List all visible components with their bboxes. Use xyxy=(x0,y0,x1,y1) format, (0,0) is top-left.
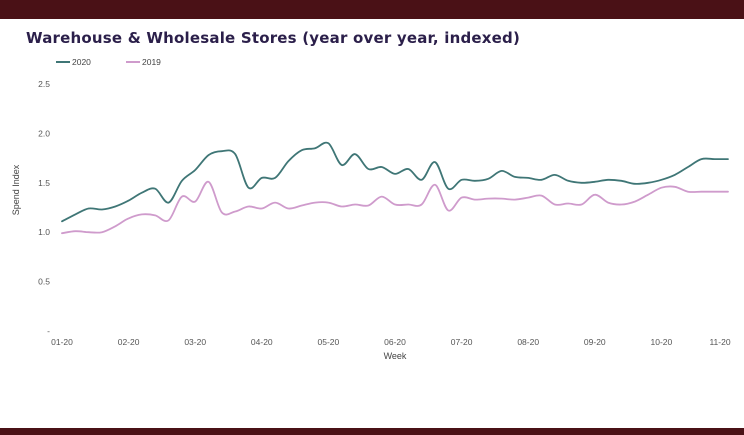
x-tick-label: 03-20 xyxy=(184,337,206,347)
legend-label-2020: 2020 xyxy=(72,57,91,67)
legend-label-2019: 2019 xyxy=(142,57,161,67)
series-line-2020 xyxy=(61,141,729,223)
y-axis-label: Spend Index xyxy=(11,164,21,215)
top-border xyxy=(0,0,744,19)
series-line-2019 xyxy=(61,180,729,235)
x-tick-label: 09-20 xyxy=(584,337,606,347)
chart-title: Warehouse & Wholesale Stores (year over … xyxy=(26,29,521,47)
x-axis-label: Week xyxy=(384,351,407,361)
y-tick-label: 2.0 xyxy=(38,128,50,138)
y-tick-label: 0.5 xyxy=(38,277,50,287)
x-axis: 01-20 02-20 03-20 04-20 05-20 06-20 07-20 08-20… xyxy=(51,337,731,347)
x-tick-label: 08-20 xyxy=(517,337,539,347)
x-tick-label: 06-20 xyxy=(384,337,406,347)
y-tick-label: 1.5 xyxy=(38,178,50,188)
x-tick-label: 10-20 xyxy=(651,337,673,347)
x-tick-label: 07-20 xyxy=(451,337,473,347)
y-tick-label: - xyxy=(47,326,50,336)
x-tick-label: 02-20 xyxy=(118,337,140,347)
x-tick-label: 04-20 xyxy=(251,337,273,347)
x-tick-label: 05-20 xyxy=(318,337,340,347)
x-tick-label: 11-20 xyxy=(709,337,730,347)
x-tick-label: 01-20 xyxy=(51,337,73,347)
bottom-border xyxy=(0,428,744,435)
y-tick-label: 2.5 xyxy=(38,79,50,89)
y-axis: - 0.5 1.0 1.5 2.0 2.5 xyxy=(38,79,50,336)
series-lines xyxy=(61,141,729,235)
y-tick-label: 1.0 xyxy=(38,227,50,237)
chart-panel xyxy=(0,19,744,364)
legend: 2020 2019 xyxy=(56,57,161,67)
